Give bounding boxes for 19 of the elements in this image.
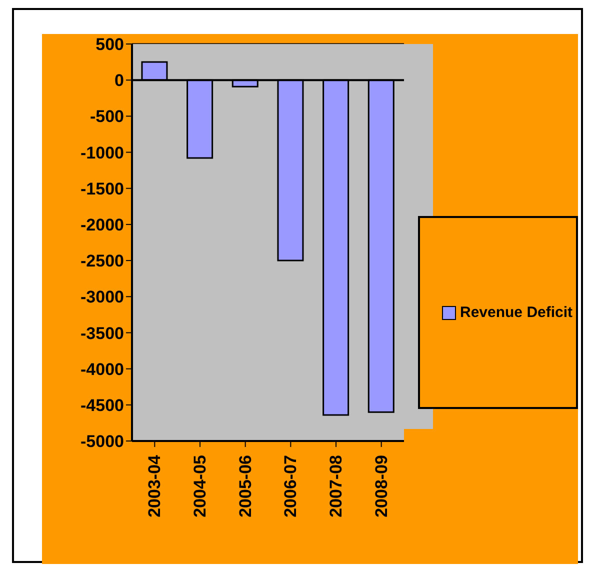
- y-tick-label: -2500: [80, 252, 124, 271]
- y-tick-label: -500: [90, 107, 124, 126]
- x-tick-label: 2008-09: [372, 455, 391, 518]
- legend-label: Revenue Deficit: [460, 304, 573, 321]
- y-tick-label: -4000: [80, 360, 124, 379]
- y-tick-label: 500: [96, 35, 124, 54]
- y-tick-label: -2000: [80, 215, 124, 234]
- y-tick-label: -3000: [80, 288, 124, 307]
- x-tick-label: 2003-04: [145, 454, 164, 518]
- y-tick-label: -3500: [80, 324, 124, 343]
- x-tick-label: 2004-05: [190, 455, 210, 518]
- x-tick-label: 2006-07: [281, 455, 300, 518]
- y-tick-label: 0: [114, 71, 124, 90]
- y-tick-label: -5000: [80, 432, 124, 452]
- y-tick-label: -4500: [80, 396, 124, 415]
- y-tick-label: -1500: [80, 179, 124, 198]
- x-tick-label: 2005-06: [236, 455, 255, 518]
- y-tick-label: -1000: [80, 143, 124, 162]
- x-tick-label: 2007-08: [326, 455, 346, 518]
